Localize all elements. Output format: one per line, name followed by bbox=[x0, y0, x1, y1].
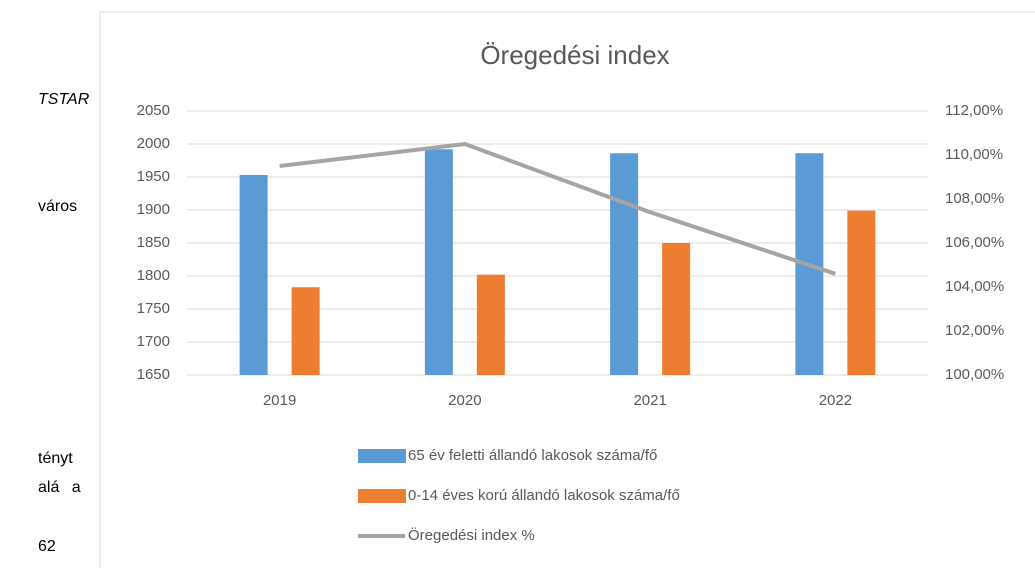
y2-tick-label: 100,00% bbox=[945, 366, 1004, 383]
bar bbox=[424, 149, 453, 375]
bar bbox=[239, 175, 268, 375]
y2-tick-label: 104,00% bbox=[945, 278, 1004, 295]
x-tick-label: 2022 bbox=[819, 392, 852, 409]
y-tick-label: 1650 bbox=[137, 366, 170, 383]
margin-text: alá a bbox=[38, 479, 81, 496]
legend-swatch bbox=[358, 449, 406, 463]
y-tick-label: 1900 bbox=[137, 201, 170, 218]
x-tick-label: 2021 bbox=[633, 392, 666, 409]
y2-tick-label: 112,00% bbox=[945, 102, 1003, 119]
y-tick-label: 1700 bbox=[137, 333, 170, 350]
legend-swatch bbox=[358, 489, 406, 503]
y2-tick-label: 108,00% bbox=[945, 190, 1004, 207]
y-tick-label: 1800 bbox=[137, 267, 170, 284]
y2-tick-label: 110,00% bbox=[945, 146, 1003, 163]
y-tick-label: 1950 bbox=[137, 168, 170, 185]
y-tick-label: 1750 bbox=[137, 300, 170, 317]
margin-text: város bbox=[38, 198, 77, 215]
y-tick-label: 2050 bbox=[137, 102, 170, 119]
bar bbox=[847, 210, 876, 375]
y2-tick-label: 102,00% bbox=[945, 322, 1004, 339]
bar bbox=[476, 274, 505, 375]
legend-label: Öregedési index % bbox=[408, 526, 535, 544]
x-tick-label: 2020 bbox=[448, 392, 481, 409]
margin-text: TSTAR bbox=[38, 91, 90, 108]
bar bbox=[291, 287, 320, 375]
legend-label: 65 év feletti állandó lakosok száma/fő bbox=[408, 447, 657, 464]
y-tick-label: 2000 bbox=[137, 135, 170, 152]
y2-tick-label: 106,00% bbox=[945, 234, 1004, 251]
bar bbox=[662, 243, 691, 375]
legend-label: 0-14 éves korú állandó lakosok száma/fő bbox=[408, 487, 680, 504]
chart-title: Öregedési index bbox=[480, 40, 669, 70]
margin-text: tényt bbox=[38, 450, 73, 467]
x-tick-label: 2019 bbox=[263, 392, 296, 409]
margin-text: 62 bbox=[38, 538, 56, 555]
line bbox=[279, 142, 837, 276]
bar bbox=[610, 153, 639, 375]
y-tick-label: 1850 bbox=[137, 234, 170, 251]
